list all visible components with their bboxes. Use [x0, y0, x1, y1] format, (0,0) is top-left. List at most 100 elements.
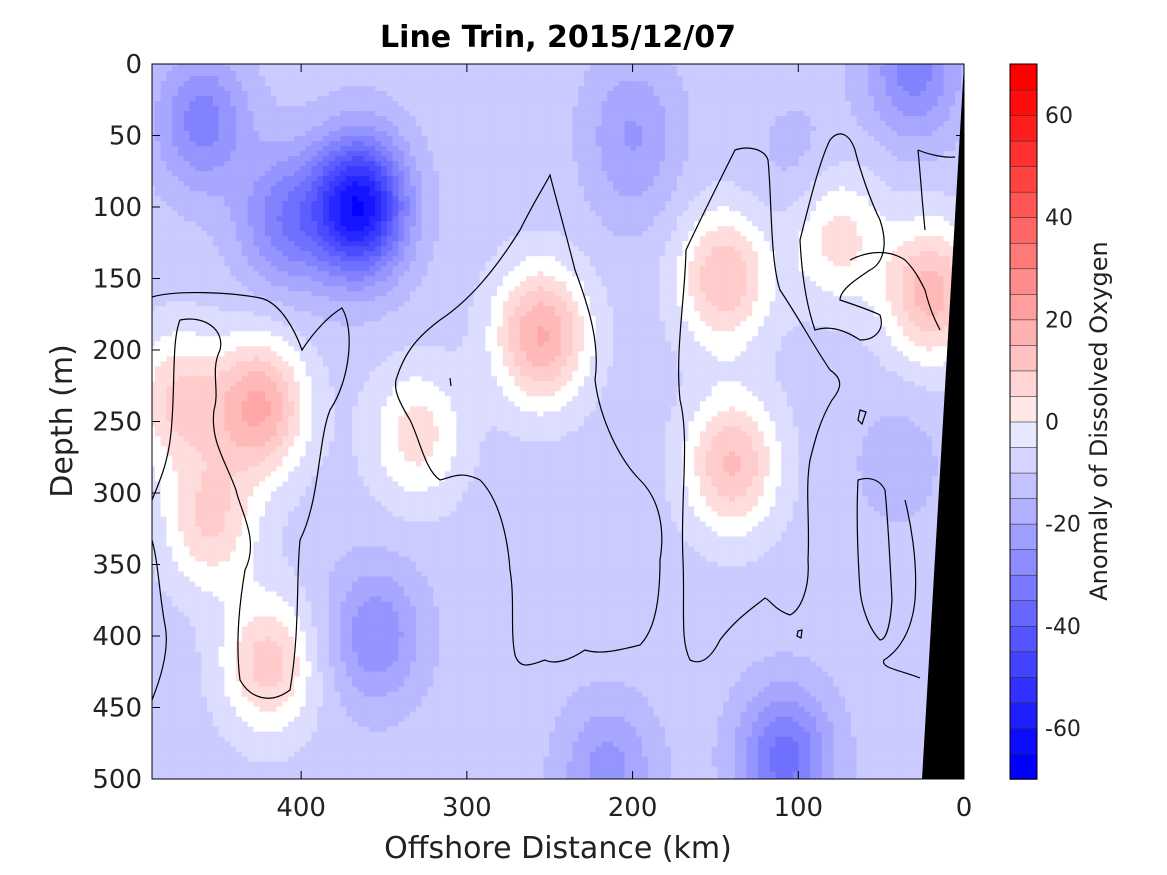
field-cell	[717, 91, 725, 99]
field-cell	[642, 76, 649, 84]
field-cell	[897, 71, 905, 79]
field-cell	[201, 71, 209, 79]
field-cell	[236, 66, 243, 74]
field-cell	[473, 76, 481, 84]
field-cell	[613, 71, 620, 79]
field-cell	[856, 76, 864, 84]
field-cell	[166, 76, 174, 84]
field-cell	[253, 66, 261, 74]
field-cell	[444, 76, 452, 84]
field-cell	[305, 71, 313, 79]
field-cell	[392, 76, 400, 84]
field-cell	[346, 91, 354, 99]
field-cell	[427, 91, 435, 99]
field-cell	[259, 71, 267, 79]
field-cell	[653, 64, 661, 68]
field-cell	[491, 91, 499, 99]
field-cell	[804, 76, 812, 84]
field-cell	[152, 91, 156, 99]
field-cell	[949, 86, 957, 94]
field-cell	[415, 81, 423, 89]
field-cell	[816, 71, 823, 79]
field-cell	[682, 76, 690, 84]
field-cell	[584, 81, 591, 89]
field-cell	[572, 96, 580, 104]
field-cell	[694, 81, 702, 89]
field-cell	[531, 64, 539, 68]
field-cell	[363, 64, 371, 68]
field-cell	[526, 66, 533, 74]
field-cell	[392, 96, 400, 104]
field-cell	[740, 86, 748, 94]
field-cell	[700, 86, 707, 94]
field-cell	[514, 64, 522, 68]
field-cell	[253, 96, 261, 104]
field-cell	[468, 71, 475, 79]
field-cell	[375, 91, 383, 99]
field-cell	[694, 91, 702, 99]
field-cell	[247, 86, 255, 94]
field-cell	[386, 71, 394, 79]
field-cell	[241, 64, 249, 68]
field-cell	[763, 71, 771, 79]
field-cell	[270, 66, 278, 74]
field-cell	[183, 66, 191, 74]
field-cell	[276, 96, 284, 104]
field-cell	[682, 91, 690, 99]
field-cell	[288, 86, 296, 94]
field-cell	[636, 71, 644, 79]
field-cell	[647, 91, 655, 99]
field-cell	[839, 76, 847, 84]
field-cell	[723, 71, 731, 79]
field-cell	[404, 66, 412, 74]
field-cell	[566, 71, 574, 79]
field-cell	[943, 86, 951, 94]
field-cell	[497, 76, 504, 84]
field-cell	[259, 91, 267, 99]
field-cell	[711, 71, 719, 79]
field-cell	[386, 64, 394, 68]
field-cell	[746, 76, 754, 84]
field-cell	[415, 86, 423, 94]
field-cell	[729, 71, 736, 79]
field-cell	[955, 81, 963, 89]
field-cell	[781, 91, 789, 99]
field-cell	[369, 81, 377, 89]
field-cell	[450, 64, 458, 68]
field-cell	[253, 86, 261, 94]
field-cell	[607, 66, 615, 74]
field-cell	[601, 96, 609, 104]
field-cell	[572, 91, 580, 99]
field-cell	[601, 76, 609, 84]
field-cell	[937, 86, 945, 94]
field-cell	[230, 71, 238, 79]
field-cell	[636, 66, 644, 74]
field-cell	[183, 76, 191, 84]
field-cell	[711, 81, 719, 89]
field-cell	[346, 64, 354, 68]
field-cell	[601, 71, 609, 79]
field-cell	[439, 76, 446, 84]
field-cell	[711, 64, 719, 68]
field-cell	[613, 81, 620, 89]
field-cell	[392, 71, 400, 79]
field-cell	[688, 86, 696, 94]
field-cell	[201, 66, 209, 74]
field-cell	[212, 66, 220, 74]
field-cell	[178, 91, 185, 99]
field-cell	[468, 86, 475, 94]
field-cell	[914, 76, 922, 84]
field-cell	[317, 64, 325, 68]
field-cell	[914, 91, 922, 99]
field-cell	[497, 71, 504, 79]
field-cell	[456, 96, 464, 104]
field-cell	[874, 66, 881, 74]
field-cell	[700, 76, 707, 84]
field-cell	[178, 81, 185, 89]
field-cell	[224, 76, 232, 84]
field-cell	[961, 81, 964, 89]
field-cell	[160, 64, 168, 68]
field-cell	[340, 91, 348, 99]
field-cell	[595, 86, 603, 94]
field-cell	[311, 91, 319, 99]
